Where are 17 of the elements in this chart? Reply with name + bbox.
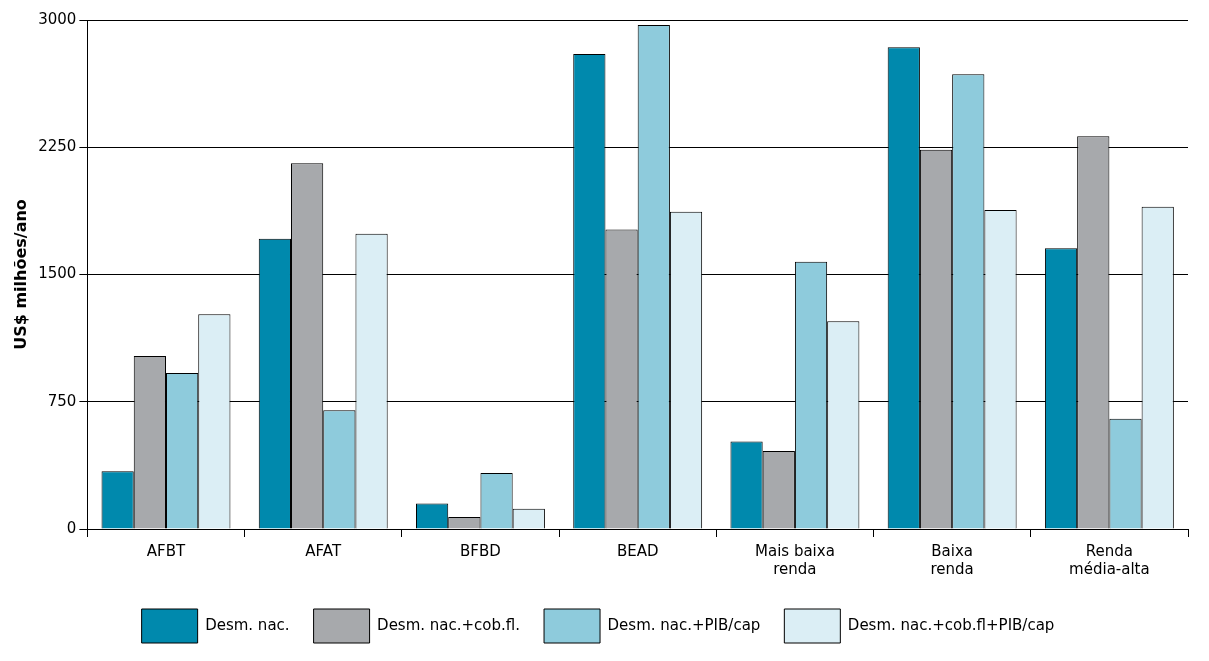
x-tick-label: Renda média-alta [1069,541,1150,578]
legend-label: Desm. nac.+PIB/cap [607,615,761,634]
x-tick-label: Mais baixa renda [755,541,835,578]
legend-label: Desm. nac.+cob.fl+PIB/cap [847,615,1055,634]
y-tick-label: 0 [66,518,77,537]
y-tick-label: 1500 [38,264,77,283]
legend-label: Desm. nac. [205,615,290,634]
x-tick-label: AFBT [146,541,186,560]
legend-label: Desm. nac.+cob.fl. [377,615,521,634]
x-tick-label: BFBD [460,541,501,560]
x-tick-label: Baixa renda [930,541,974,578]
y-tick-label: 3000 [38,9,77,28]
x-tick-label: AFAT [305,541,342,560]
y-axis-title: US$ milhões/ano [10,199,30,350]
y-tick-label: 2250 [38,137,77,156]
y-tick-label: 750 [47,391,77,410]
x-tick-label: BEAD [616,541,659,560]
